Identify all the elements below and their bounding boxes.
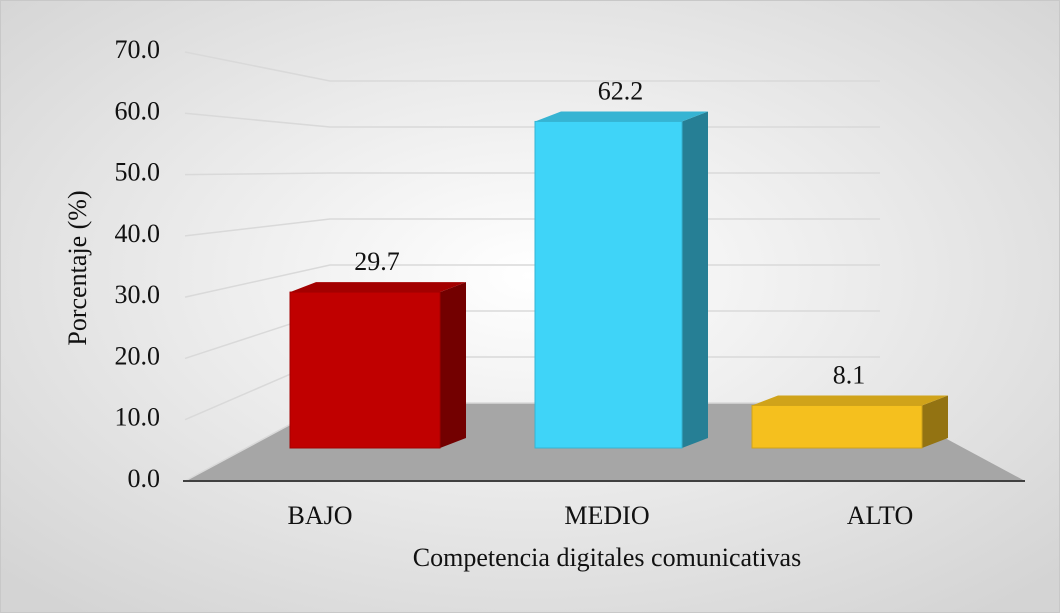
data-label: 8.1 [833,360,866,389]
x-tick-label: MEDIO [564,501,649,530]
bar [751,404,923,449]
bar [289,291,441,449]
bar-side [440,282,466,448]
x-tick-label: BAJO [287,501,352,530]
bar-top [535,111,708,122]
y-tick-label: 10.0 [115,403,161,432]
data-label: 29.7 [354,247,400,276]
bar-top [752,395,948,406]
bar-side [922,395,948,448]
grid-line [184,51,880,82]
bar-side [682,111,708,448]
bar [534,120,683,449]
y-tick-label: 50.0 [115,158,161,187]
bar-top [290,282,466,293]
y-tick-label: 30.0 [115,280,161,309]
y-tick-label: 0.0 [128,464,161,493]
y-tick-label: 40.0 [115,219,161,248]
y-tick-label: 20.0 [115,341,161,370]
data-label: 62.2 [598,76,644,105]
y-axis-title: Porcentaje (%) [63,190,92,345]
x-tick-label: ALTO [847,501,913,530]
y-tick-label: 70.0 [115,35,161,64]
x-axis-title: Competencia digitales comunicativas [413,543,801,572]
y-tick-label: 60.0 [115,96,161,125]
